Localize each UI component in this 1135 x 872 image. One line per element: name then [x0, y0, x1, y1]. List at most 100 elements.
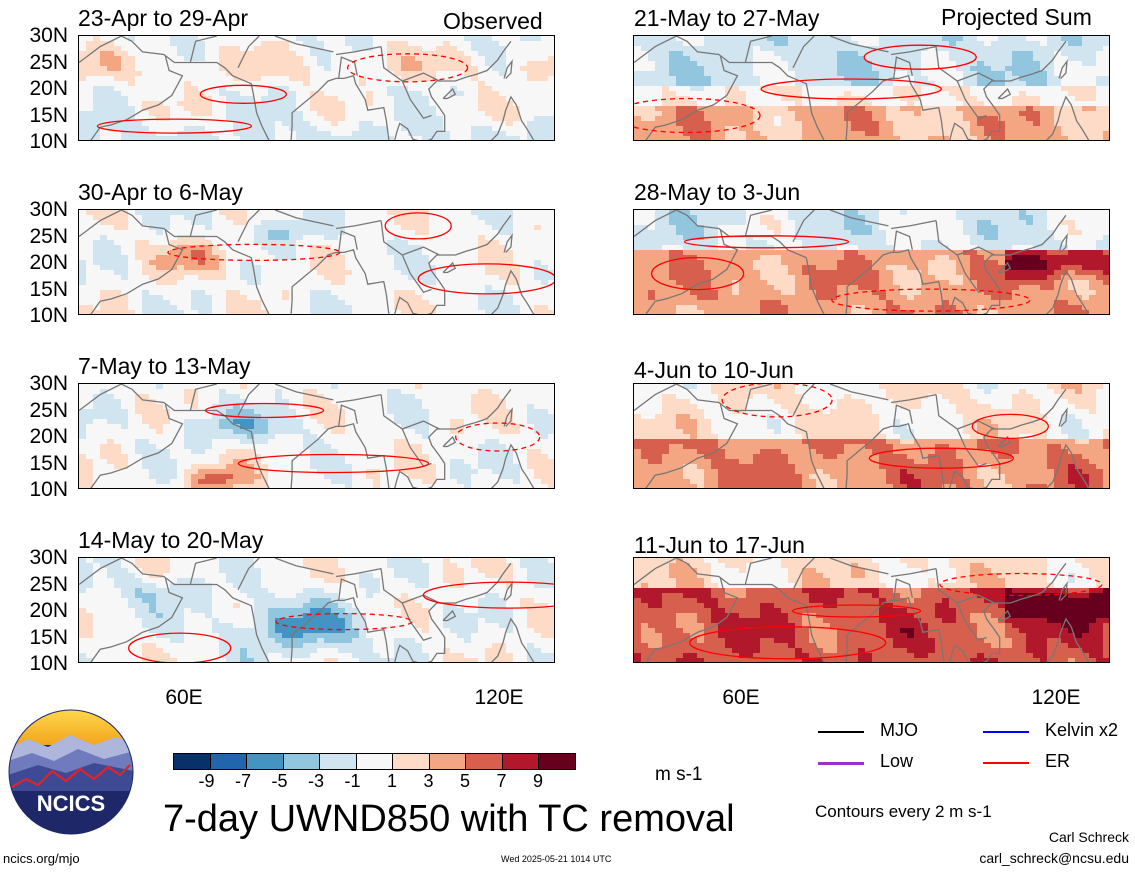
field-cell	[450, 230, 458, 236]
field-cell	[1096, 126, 1104, 132]
field-cell	[1082, 121, 1090, 127]
field-cell	[198, 210, 206, 216]
field-cell	[851, 36, 859, 42]
field-cell	[851, 86, 859, 92]
field-cell	[949, 111, 957, 117]
field-cell	[963, 220, 971, 226]
field-cell	[704, 36, 712, 42]
field-cell	[240, 96, 248, 102]
field-cell	[366, 121, 374, 127]
field-cell	[998, 230, 1006, 236]
field-cell	[858, 36, 866, 42]
panel-title: 7-May to 13-May	[78, 353, 251, 379]
field-cell	[198, 56, 206, 62]
field-cell	[296, 310, 304, 314]
field-cell	[858, 215, 866, 221]
y-tick-label: 20N	[29, 425, 68, 448]
field-cell	[788, 51, 796, 57]
field-cell	[121, 240, 129, 246]
field-cell	[184, 220, 192, 226]
field-cell	[268, 86, 276, 92]
field-cell	[683, 91, 691, 97]
field-cell	[942, 61, 950, 67]
field-cell	[394, 41, 402, 47]
field-cell	[212, 51, 220, 57]
field-cell	[977, 96, 985, 102]
field-cell	[352, 215, 360, 221]
field-cell	[704, 136, 712, 140]
field-cell	[142, 71, 150, 77]
field-cell	[914, 136, 922, 140]
panel-title: 14-May to 20-May	[78, 527, 264, 553]
field-cell	[184, 36, 192, 42]
field-cell	[655, 56, 663, 62]
field-cell	[156, 265, 164, 271]
field-cell	[1068, 215, 1076, 221]
field-cell	[858, 210, 866, 216]
field-cell	[422, 215, 430, 221]
field-cell	[233, 230, 241, 236]
field-cell	[135, 91, 143, 97]
field-cell	[289, 275, 297, 281]
field-cell	[205, 240, 213, 246]
field-cell	[662, 106, 670, 112]
field-cell	[415, 250, 423, 256]
field-cell	[450, 121, 458, 127]
field-cell	[156, 295, 164, 301]
field-cell	[443, 220, 451, 226]
field-cell	[114, 245, 122, 251]
field-cell	[548, 66, 554, 72]
field-cell	[676, 51, 684, 57]
field-cell	[886, 126, 894, 132]
field-cell	[942, 230, 950, 236]
field-cell	[457, 136, 465, 140]
field-cell	[816, 116, 824, 122]
field-cell	[373, 81, 381, 87]
coastline	[401, 254, 432, 293]
field-cell	[942, 91, 950, 97]
field-cell	[1005, 46, 1013, 52]
field-cell	[142, 230, 150, 236]
field-cell	[429, 66, 437, 72]
field-cell	[226, 310, 234, 314]
field-cell	[809, 71, 817, 77]
field-cell	[655, 101, 663, 107]
field-cell	[478, 46, 486, 52]
field-cell	[86, 295, 94, 301]
field-cell	[485, 91, 493, 97]
field-cell	[184, 285, 192, 291]
field-cell	[79, 245, 87, 251]
field-cell	[142, 220, 150, 226]
field-cell	[795, 126, 803, 132]
field-cell	[408, 96, 416, 102]
field-cell	[282, 230, 290, 236]
field-cell	[1103, 51, 1109, 57]
field-cell	[718, 131, 726, 137]
field-cell	[1068, 121, 1076, 127]
field-cell	[485, 81, 493, 87]
field-cell	[317, 36, 325, 42]
field-cell	[1082, 36, 1090, 42]
field-cell	[387, 235, 395, 241]
field-cell	[893, 46, 901, 52]
field-cell	[142, 210, 150, 216]
field-cell	[767, 126, 775, 132]
field-cell	[107, 46, 115, 52]
field-cell	[928, 96, 936, 102]
field-cell	[114, 91, 122, 97]
field-cell	[261, 46, 269, 52]
field-cell	[634, 41, 642, 47]
field-cell	[429, 275, 437, 281]
field-cell	[387, 285, 395, 291]
field-cell	[170, 96, 178, 102]
field-cell	[191, 61, 199, 67]
field-cell	[310, 240, 318, 246]
field-cell	[163, 76, 171, 82]
field-cell	[788, 101, 796, 107]
field-cell	[191, 76, 199, 82]
field-cell	[858, 41, 866, 47]
field-cell	[527, 270, 535, 276]
field-cell	[851, 106, 859, 112]
field-cell	[914, 96, 922, 102]
field-cell	[1040, 131, 1048, 137]
